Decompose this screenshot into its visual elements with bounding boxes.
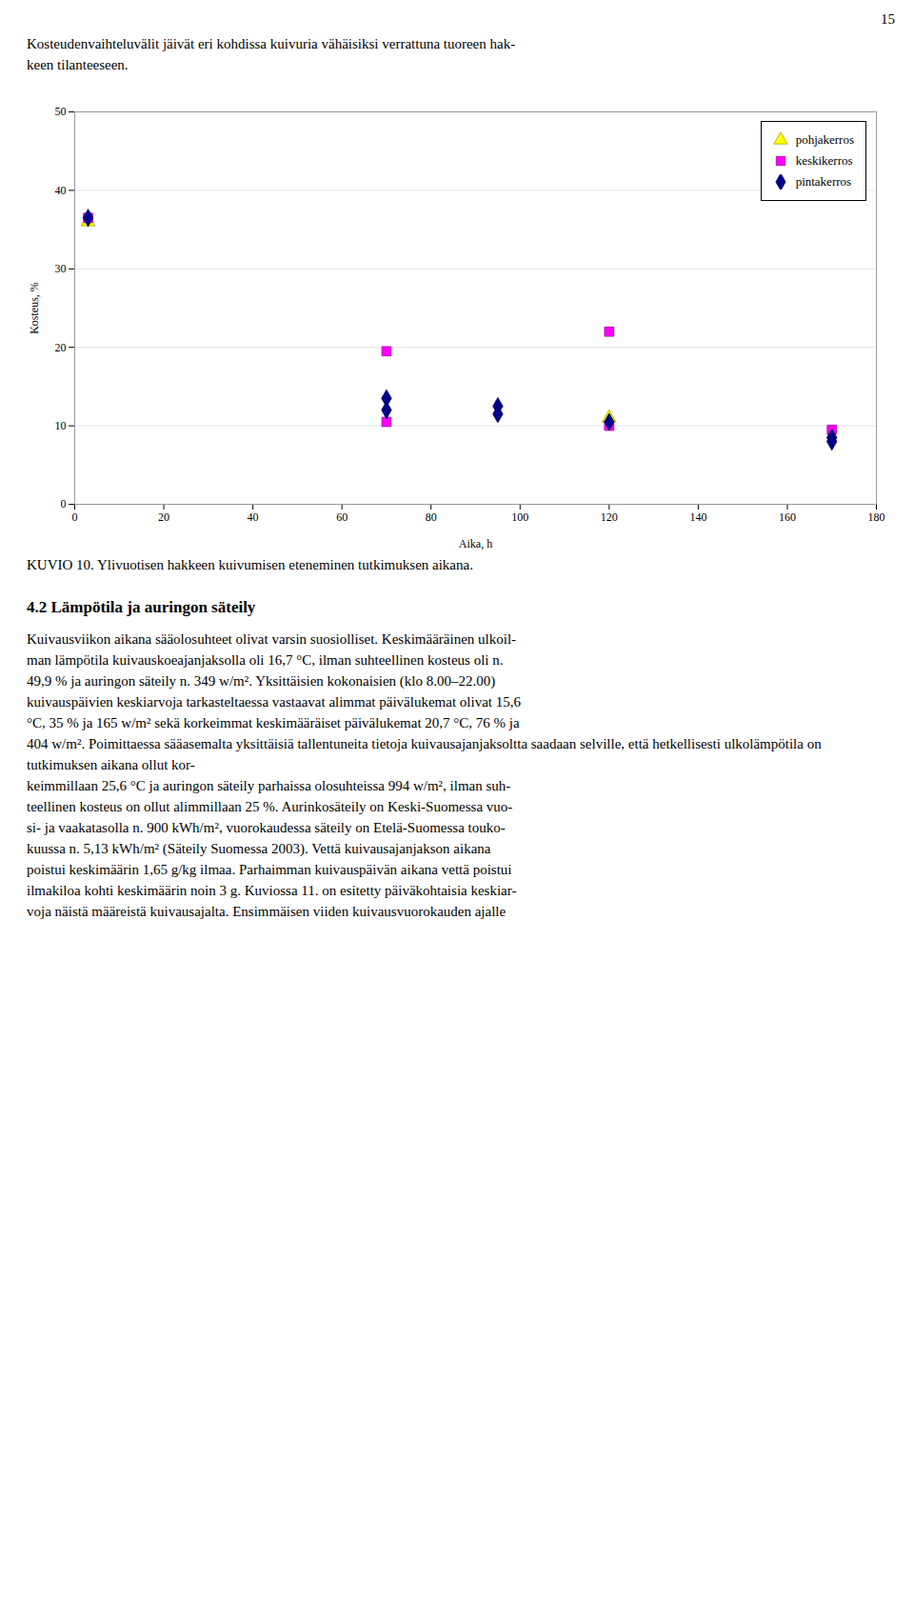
svg-text:30: 30 — [55, 261, 67, 276]
html-text:°C, 35 % ja 165 w/m² sekä kork: °C, 35 % ja 165 w/m² sekä korkeimmat kes… — [26, 715, 520, 731]
svg-text:0: 0 — [72, 510, 79, 524]
svg-text:100: 100 — [511, 510, 529, 524]
html-text:keen tilanteeseen.: keen tilanteeseen. — [26, 57, 129, 73]
html-text:15: 15 — [880, 11, 895, 27]
svg-text:Kosteus, %: Kosteus, % — [27, 281, 41, 335]
svg-text:40: 40 — [247, 510, 259, 524]
svg-text:50: 50 — [55, 104, 67, 119]
svg-text:20: 20 — [55, 340, 67, 355]
svg-text:Aika, h: Aika, h — [458, 536, 493, 551]
html-text:ilmakiloa kohti keskimäärin no: ilmakiloa kohti keskimäärin noin 3 g. Ku… — [26, 882, 517, 898]
html-text:poistui keskimäärin 1,65 g/kg: poistui keskimäärin 1,65 g/kg ilmaa. Par… — [26, 861, 512, 877]
html-text:keskikerros: keskikerros — [795, 153, 853, 168]
html-text:teellinen kosteus on ollut ali: teellinen kosteus on ollut alimmillaan 2… — [26, 798, 513, 815]
html-text:Kuivausviikon aikana sääolosuh: Kuivausviikon aikana sääolosuhteet oliva… — [26, 631, 517, 647]
html-text:49,9 % ja auringon säteily n.: 49,9 % ja auringon säteily n. 349 w/m². … — [26, 673, 496, 689]
svg-text:20: 20 — [158, 510, 170, 524]
html-text:404 w/m². Poimittaessa sääasem: 404 w/m². Poimittaessa sääasemalta yksit… — [26, 735, 822, 773]
html-text:kuivauspäivien keskiarvoja tar: kuivauspäivien keskiarvoja tarkasteltaes… — [26, 694, 521, 710]
svg-text:10: 10 — [55, 418, 67, 433]
html-text:Kosteudenvaihteluvälit jäivät: Kosteudenvaihteluvälit jäivät eri kohdis… — [26, 36, 516, 52]
html-text:keimmillaan 25,6 °C ja auringo: keimmillaan 25,6 °C ja auringon säteily … — [26, 777, 511, 794]
html-text:4.2 Lämpötila ja auringon säte: 4.2 Lämpötila ja auringon säteily — [26, 597, 256, 616]
svg-text:0: 0 — [60, 496, 67, 511]
svg-text:40: 40 — [55, 183, 67, 198]
svg-text:60: 60 — [336, 510, 348, 524]
svg-text:120: 120 — [600, 510, 618, 524]
html-text:kuussa n. 5,13 kWh/m² (Säteily: kuussa n. 5,13 kWh/m² (Säteily Suomessa … — [26, 840, 491, 856]
html-text:pintakerros: pintakerros — [795, 174, 852, 189]
svg-text:140: 140 — [689, 510, 707, 524]
html-text:voja näistä määreistä kuivausa: voja näistä määreistä kuivausajalta. Ens… — [26, 903, 506, 919]
html-text:KUVIO 10. Ylivuotisen hakkeen: KUVIO 10. Ylivuotisen hakkeen kuivumisen… — [26, 556, 474, 573]
svg-text:160: 160 — [778, 510, 796, 524]
html-text:man lämpötila kuivauskoeajanja: man lämpötila kuivauskoeajanjaksolla oli… — [26, 652, 504, 668]
svg-text:180: 180 — [868, 510, 886, 524]
html-text:si- ja vaakatasolla n. 900 kWh: si- ja vaakatasolla n. 900 kWh/m², vuoro… — [26, 819, 506, 835]
svg-text:80: 80 — [425, 510, 438, 524]
html-text:pohjakerros: pohjakerros — [795, 132, 855, 147]
